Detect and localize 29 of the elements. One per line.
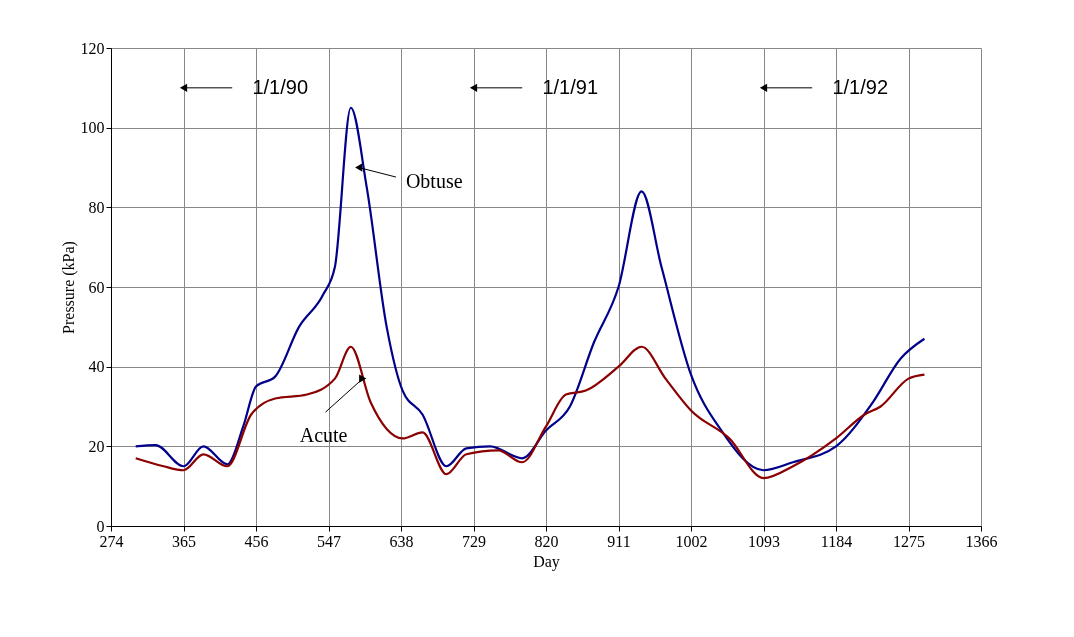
y-tick-label: 20 [88,437,105,455]
x-tick-label: 638 [389,532,414,550]
y-tick-label: 80 [88,198,105,216]
annotation: Acute [299,423,348,446]
y-tick-label: 60 [88,278,105,296]
y-tick-label: 40 [88,358,105,376]
x-tick-label: 820 [534,532,559,550]
y-tick-label: 120 [80,39,105,57]
y-tick-label: 100 [80,119,105,137]
x-axis-title: Day [533,552,560,571]
annotation: Obtuse [405,169,463,192]
line-series [134,106,926,472]
annotation: 1/1/91 [542,75,599,98]
y-tick-label: 0 [96,517,105,535]
line-series [134,345,926,480]
annotation: 1/1/92 [832,75,889,98]
x-tick-label: 1275 [893,532,925,550]
x-tick-label: 1184 [820,532,853,550]
annotation: 1/1/90 [252,75,309,98]
y-axis-title: Pressure (kPa) [59,241,78,334]
x-tick-label: 1002 [675,532,708,550]
x-tick-label: 1366 [965,532,998,550]
x-tick-label: 365 [172,532,196,550]
x-tick-label: 911 [607,532,631,550]
x-tick-label: 1093 [748,532,780,550]
x-tick-label: 274 [99,532,124,550]
x-tick-label: 456 [244,532,269,550]
x-tick-label: 729 [462,532,486,550]
x-tick-label: 547 [317,532,341,550]
